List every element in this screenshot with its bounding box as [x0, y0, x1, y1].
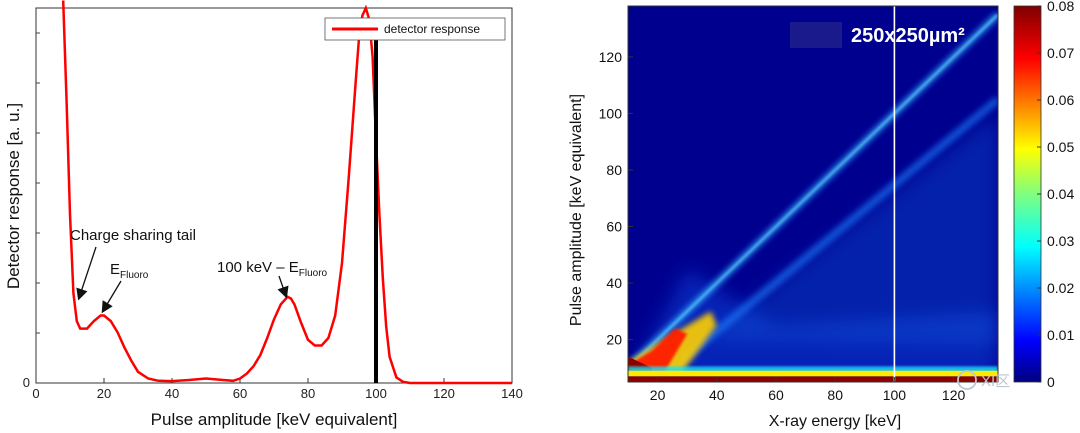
heatmap-x-tick-label: 120 [942, 387, 966, 403]
x-tick-label: 60 [233, 386, 247, 401]
annotation-arrow-e-fluoro [101, 280, 122, 314]
x-tick-label: 140 [501, 386, 523, 401]
threshold-band [628, 370, 998, 377]
heatmap-y-tick-label: 120 [599, 49, 623, 65]
colorbar-tick-label: 0.05 [1047, 139, 1074, 155]
heatmap-frame [627, 5, 999, 383]
heatmap-y-tick-label: 60 [606, 219, 622, 235]
charge-sharing-core [628, 328, 688, 374]
legend: detector response [324, 17, 506, 41]
colorbar-tick-label: 0.07 [1047, 45, 1074, 61]
heatmap-x-tick-label: 60 [768, 387, 784, 403]
detector-response-chart: 0 20 40 60 80 100 120 140 0 detector response C… [4, 0, 523, 429]
x-axis-label: Pulse amplitude [keV equivalent] [151, 410, 398, 429]
colorbar-tick-label: 0.06 [1047, 92, 1074, 108]
heatmap-y-axis-label: Pulse amplitude [keV equivalent] [568, 94, 585, 326]
heatmap-features [628, 6, 998, 382]
annotation-escape-sub: Fluoro [299, 268, 328, 279]
x-tick-label: 80 [301, 386, 315, 401]
colorbar-tick-label: 0.01 [1047, 327, 1074, 343]
wechat-icon [957, 370, 977, 390]
colorbar-ticks: 0 0.01 0.02 0.03 0.04 0.05 0.06 0.07 0.08 [1037, 0, 1074, 390]
heatmap-x-axis-label: X-ray energy [keV] [769, 413, 902, 430]
colorbar-tick-label: 0.03 [1047, 233, 1074, 249]
x-tick-label: 20 [97, 386, 111, 401]
x-tick-label: 120 [433, 386, 455, 401]
watermark: XI区 [957, 370, 1010, 390]
heatmap-y-tick-label: 100 [599, 105, 623, 121]
inset-label-backdrop [790, 22, 842, 48]
legend-label-detector-response: detector response [384, 22, 480, 36]
colorbar [1013, 5, 1042, 383]
x-tick-label: 0 [32, 386, 39, 401]
escape-diagonal [669, 96, 998, 371]
photopeak-diagonal-core [628, 13, 998, 369]
annotation-arrow-charge-sharing [76, 246, 97, 301]
annotation-e-fluoro-main: E [110, 261, 120, 278]
annotation-100kev-minus-e-fluoro: 100 keV – EFluoro [217, 259, 328, 279]
annotation-arrow-escape-peak [277, 275, 289, 299]
plot-area [35, 7, 513, 384]
inset-label: 250x250µm² [851, 25, 965, 47]
annotation-escape-main: 100 keV – E [217, 259, 299, 276]
y-tick-label: 0 [23, 375, 30, 390]
heatmap-x-tick-label: 80 [827, 387, 843, 403]
colorbar-tick-label: 0 [1047, 374, 1055, 390]
pulse-amplitude-heatmap: 250x250µm² 20 40 60 80 100 120 20 40 60 80 100 120… [568, 0, 1074, 430]
series-line-detector-response [61, 0, 512, 385]
heatmap-x-tick-label: 40 [709, 387, 725, 403]
y-axis-ticks: 0 [23, 375, 30, 390]
annotation-e-fluoro: EFluoro [110, 261, 149, 281]
x-tick-label: 40 [165, 386, 179, 401]
colorbar-tick-label: 0.02 [1047, 280, 1074, 296]
heatmap-x-tick-label: 100 [883, 387, 907, 403]
y-axis-minor-ticks [36, 32, 40, 334]
heatmap-y-tick-label: 40 [606, 275, 622, 291]
legend-box [324, 17, 506, 41]
watermark-text: XI区 [981, 373, 1010, 390]
threshold-band-base [628, 376, 998, 382]
colorbar-tick-label: 0.04 [1047, 186, 1074, 202]
heatmap-x-ticks: 20 40 60 80 100 120 [650, 377, 966, 403]
heatmap-y-tick-label: 80 [606, 162, 622, 178]
annotation-charge-sharing-tail: Charge sharing tail [70, 227, 196, 244]
colorbar-tick-label: 0.08 [1047, 0, 1074, 14]
x-tick-label: 100 [365, 386, 387, 401]
heatmap-y-tick-label: 20 [606, 332, 622, 348]
y-axis-label: Detector response [a. u.] [4, 103, 23, 289]
heatmap-x-tick-label: 20 [650, 387, 666, 403]
heatmap-y-ticks: 20 40 60 80 100 120 [599, 49, 633, 348]
annotation-e-fluoro-sub: Fluoro [120, 270, 149, 281]
